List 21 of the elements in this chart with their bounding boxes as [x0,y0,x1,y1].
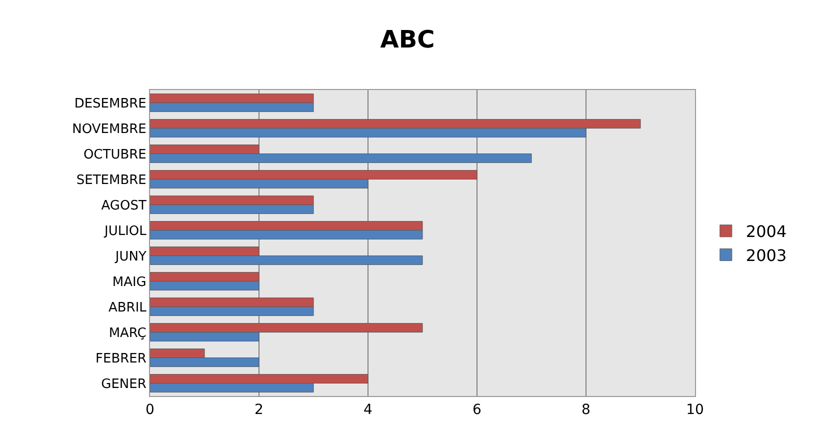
y-tick-label: SETEMBRE [76,172,146,188]
y-tick-label: OCTUBRE [83,147,146,162]
x-tick-label: 0 [146,402,154,418]
x-tick-label: 2 [254,402,264,418]
chart-title: ABC [380,25,435,54]
x-tick-label: 8 [582,402,590,418]
legend-label: 2003 [746,246,787,265]
legend-label: 2004 [746,222,787,242]
y-tick-label: JULIOL [103,224,148,239]
y-tick-label: DESEMBRE [74,96,146,112]
x-tick-label: 10 [686,402,704,418]
y-tick-label: AGOST [101,198,146,214]
x-tick-label: 6 [472,402,482,418]
y-tick-label: MAIG [112,274,146,290]
y-tick-label: MARÇ [108,326,146,341]
y-tick-label: ABRIL [108,300,148,316]
y-tick-label: FEBRER [96,351,146,366]
y-tick-label: GENER [101,376,146,392]
y-tick-label: NOVEMBRE [72,122,146,137]
y-tick-label: JUNY [114,249,146,264]
x-tick-label: 4 [364,402,373,418]
